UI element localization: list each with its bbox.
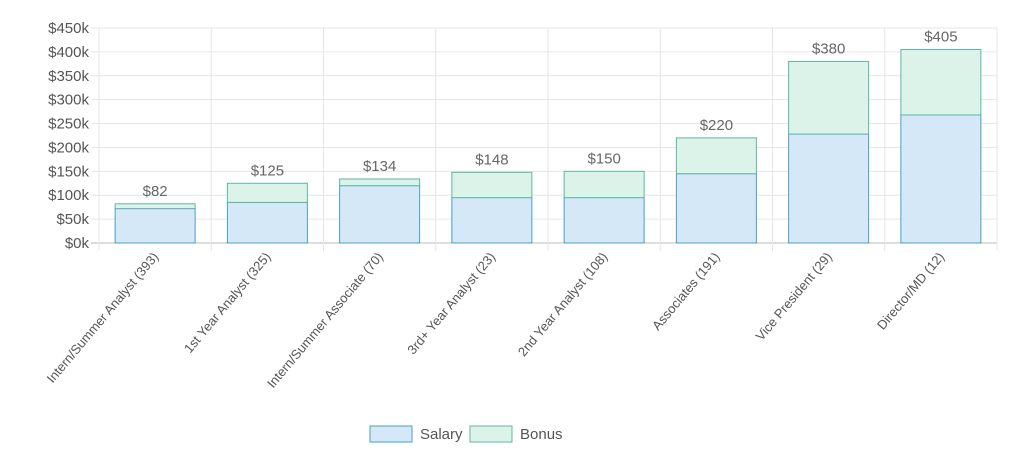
bar-salary	[226, 201, 308, 244]
bar-bonus	[563, 170, 645, 199]
y-tick-label: $250k	[48, 116, 89, 133]
y-tick-label: $450k	[48, 20, 89, 37]
bars-layer	[114, 49, 982, 244]
bar-total-label: $380	[812, 40, 845, 57]
y-tick-label: $350k	[48, 68, 89, 85]
bar-total-label: $82	[143, 183, 168, 200]
bar-total-label: $125	[251, 162, 284, 179]
bar-salary	[900, 114, 982, 244]
bar-bonus	[114, 203, 196, 210]
y-tick-label: $50k	[56, 211, 89, 228]
legend-bonus-label[interactable]: Bonus	[520, 426, 563, 443]
x-category-label: Intern/Summer Associate (70)	[264, 249, 386, 390]
bar-bonus	[226, 182, 308, 203]
bar-total-label: $148	[475, 151, 508, 168]
bar-salary	[339, 185, 421, 244]
x-category-label: Associates (191)	[649, 249, 723, 333]
legend-salary-label[interactable]: Salary	[420, 426, 463, 443]
y-tick-label: $400k	[48, 44, 89, 61]
y-tick-label: $0k	[65, 235, 90, 252]
x-category-label: 1st Year Analyst (325)	[181, 249, 274, 356]
x-category-label: Vice President (29)	[753, 249, 835, 343]
legend: Salary Bonus	[369, 425, 563, 443]
bar-bonus	[788, 60, 870, 135]
y-tick-label: $100k	[48, 187, 89, 204]
bar-salary	[788, 133, 870, 244]
bar-salary	[451, 197, 533, 244]
x-category-label: 2nd Year Analyst (108)	[515, 249, 611, 359]
y-tick-label: $300k	[48, 92, 89, 109]
bar-total-label: $405	[924, 29, 957, 46]
bar-salary	[675, 173, 757, 244]
x-category-label: Director/MD (12)	[874, 249, 947, 332]
bar-bonus	[339, 178, 421, 187]
bar-bonus	[451, 171, 533, 199]
bar-salary	[563, 197, 645, 244]
x-category-label: 3rd+ Year Analyst (23)	[404, 249, 498, 357]
bar-total-label: $220	[700, 117, 733, 134]
x-category-label: Intern/Summer Analyst (393)	[44, 249, 162, 385]
legend-bonus-swatch[interactable]	[469, 425, 513, 443]
bar-total-label: $134	[363, 158, 396, 175]
legend-salary-swatch[interactable]	[369, 425, 413, 443]
y-tick-label: $200k	[48, 139, 89, 156]
bar-bonus	[900, 49, 982, 116]
y-tick-label: $150k	[48, 163, 89, 180]
bar-salary	[114, 208, 196, 244]
bar-bonus	[675, 137, 757, 175]
bar-total-label: $150	[587, 150, 620, 167]
